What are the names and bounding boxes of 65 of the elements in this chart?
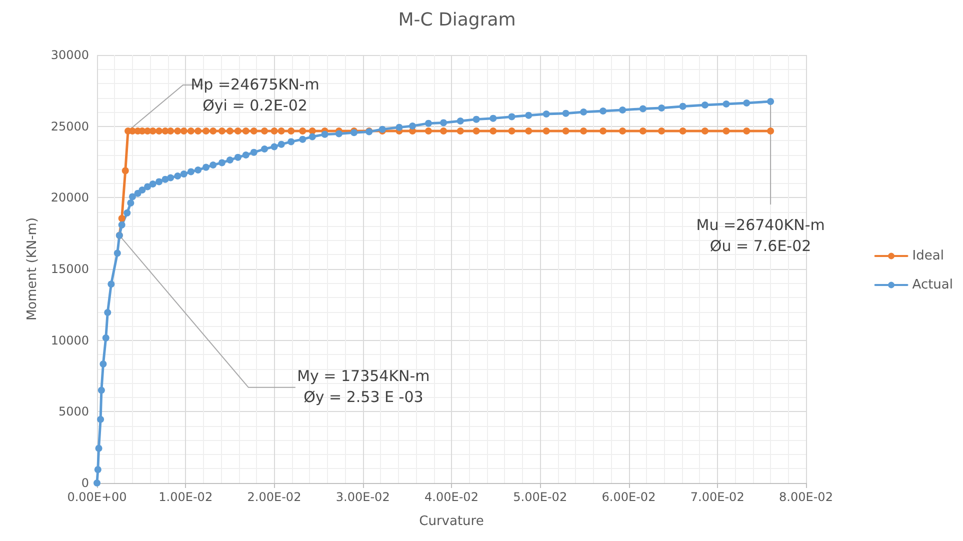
point (542, 127, 550, 134)
point (456, 127, 464, 134)
point (299, 127, 306, 134)
point (472, 127, 480, 134)
chart-title: M-C Diagram (398, 10, 516, 30)
point (250, 127, 258, 134)
point (288, 127, 295, 134)
y-tick-label: 5000 (58, 404, 89, 419)
point (202, 127, 210, 134)
y-tick-label: 20000 (50, 190, 89, 205)
point (122, 167, 129, 174)
point (619, 127, 626, 134)
point (767, 127, 774, 134)
y-tick-label: 30000 (50, 48, 89, 62)
point (278, 127, 285, 134)
point (658, 127, 666, 134)
annotation: Mu =26740KN-m Øu = 7.6E-02 (696, 216, 825, 256)
y-tick-label: 25000 (50, 119, 89, 134)
point (210, 127, 217, 134)
x-axis-title: Curvature (419, 514, 484, 529)
point (242, 127, 250, 134)
point (218, 127, 226, 134)
annotation: My = 17354KN-m Øy = 2.53 E -03 (297, 366, 430, 406)
x-tick-label: 3.00E-02 (336, 490, 390, 504)
point (701, 127, 708, 134)
point (424, 127, 432, 134)
point (194, 127, 202, 134)
x-tick-label: 4.00E-02 (424, 490, 478, 504)
point (180, 127, 188, 134)
x-tick-label: 1.00E-02 (158, 490, 213, 504)
point (440, 127, 448, 134)
point (308, 127, 316, 134)
legend-label: Ideal (912, 248, 944, 264)
x-tick-label: 0.00E+00 (67, 490, 127, 504)
point (234, 127, 242, 134)
point (679, 127, 686, 134)
legend-label: Actual (912, 278, 954, 292)
y-axis-title: Moment (KN-m) (25, 217, 40, 321)
point (562, 127, 570, 134)
point (226, 127, 234, 134)
point (149, 127, 156, 134)
point (261, 127, 268, 134)
x-tick-label: 5.00E-02 (513, 490, 568, 504)
annotation: Mp =24675KN-m Øyi = 0.2E-02 (190, 75, 320, 114)
point (490, 127, 497, 134)
y-tick-label: 0 (81, 476, 89, 490)
point (174, 127, 182, 134)
point (167, 127, 174, 134)
point (156, 127, 163, 134)
x-tick-label: 7.00E-02 (690, 490, 744, 504)
point (722, 127, 730, 134)
point (187, 127, 194, 134)
point (508, 127, 516, 134)
point (639, 127, 646, 134)
y-tick-label: 10000 (50, 333, 89, 348)
point (118, 214, 126, 222)
x-tick-label: 8.00E-02 (779, 490, 833, 504)
x-tick-label: 6.00E-02 (602, 490, 656, 504)
y-tick-label: 15000 (50, 262, 89, 276)
point (270, 127, 278, 134)
point (580, 127, 588, 134)
point (600, 127, 607, 134)
point (525, 127, 532, 134)
x-tick-label: 2.00E-02 (247, 490, 302, 504)
point (743, 127, 750, 134)
